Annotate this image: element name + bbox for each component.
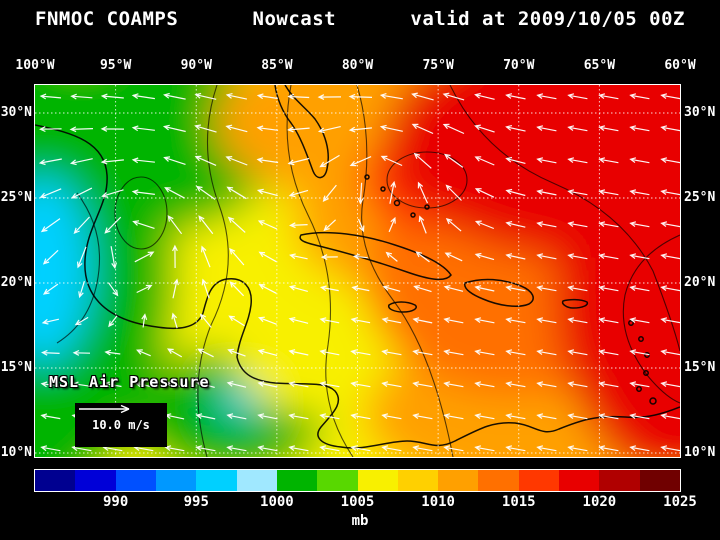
lat-label: 25°N [0,190,32,205]
colorbar-segment [599,470,640,491]
lat-label: 20°N [0,275,32,290]
lat-label: 10°N [684,445,716,460]
lon-label: 60°W [664,58,696,73]
grid-lines [35,85,680,457]
colorbar-segment [236,470,277,491]
map-area: MSL Air Pressure 10.0 m/s [34,84,681,458]
colorbar-segment [559,470,600,491]
product-name: Nowcast [252,8,337,30]
colorbar-segment [518,470,560,491]
wind-scale-legend: 10.0 m/s [75,403,167,447]
lon-label: 90°W [180,58,212,73]
colorbar-segment [75,470,116,491]
wind-arrows [38,92,680,452]
colorbar-segment [155,470,197,491]
lat-label: 25°N [684,190,716,205]
colorbar-segment [357,470,398,491]
field-label: MSL Air Pressure [49,373,210,391]
colorbar-tick: 995 [183,494,209,510]
lon-label: 75°W [422,58,454,73]
colorbar-tick: 1005 [340,494,375,510]
colorbar-segment [397,470,439,491]
colorbar-segment [317,470,358,491]
colorbar-segment [115,470,156,491]
wind-scale-arrow-icon [79,404,130,414]
lat-label: 20°N [684,275,716,290]
colorbar-tick: 1025 [663,494,697,510]
colorbar-tick: 1000 [260,494,294,510]
pressure-field [35,85,680,457]
lon-label: 70°W [503,58,535,73]
lon-label: 95°W [99,58,132,73]
valid-time: valid at 2009/10/05 00Z [410,8,685,30]
lon-label: 65°W [583,58,616,73]
colorbar-segment [478,470,519,491]
lon-label: 100°W [15,58,55,73]
colorbar [34,469,681,492]
lat-label: 15°N [0,360,32,375]
colorbar-unit: mb [351,513,369,529]
pressure-map [35,85,680,457]
colorbar-segment [196,470,237,491]
colorbar-segment [35,470,76,491]
colorbar-tick: 1010 [421,494,455,510]
lon-label: 80°W [341,58,374,73]
title-bar: FNMOC COAMPS Nowcast valid at 2009/10/05… [35,8,685,30]
colorbar-segment [438,470,479,491]
lat-label: 30°N [684,105,716,120]
wind-scale-label: 10.0 m/s [92,418,150,432]
colorbar-segment [639,470,680,491]
lat-label: 30°N [0,105,32,120]
lon-label: 85°W [261,58,293,73]
colorbar-segment [276,470,318,491]
coastlines [35,85,680,449]
model-name: FNMOC COAMPS [35,8,179,30]
lat-label: 10°N [0,445,32,460]
colorbar-tick: 1015 [501,494,536,510]
colorbar-tick: 990 [102,494,129,510]
lat-label: 15°N [684,360,716,375]
colorbar-tick: 1020 [582,494,617,510]
